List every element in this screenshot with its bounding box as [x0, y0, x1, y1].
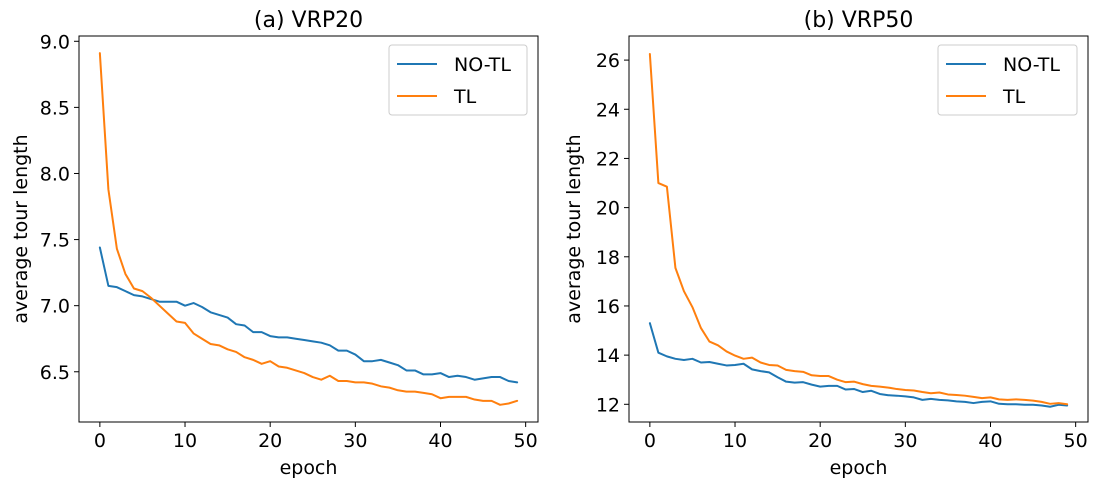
plot-area-frame: [628, 35, 1089, 423]
y-tick-label: 7.0: [40, 296, 70, 318]
chart-title: (b) VRP50: [804, 8, 914, 33]
x-tick-label: 40: [978, 430, 1002, 452]
tick-group: 0 10 20 30 40 50 12 14 16 18 20 22 24 26: [596, 50, 1088, 452]
y-tick-label: 18: [596, 247, 620, 269]
y-tick-label: 8.5: [40, 97, 70, 119]
y-tick-label: 24: [596, 99, 620, 121]
y-tick-label: 22: [596, 148, 620, 170]
y-tick-label: 7.5: [40, 230, 70, 252]
y-tick-label: 8.0: [40, 163, 70, 185]
y-tick-label: 14: [596, 345, 620, 367]
x-tick-label: 10: [173, 430, 197, 452]
y-tick-label: 20: [596, 198, 620, 220]
y-tick-label: 16: [596, 296, 620, 318]
tick-group: 0 10 20 30 40 50 6.5 7.0 7.5 8.0 8.5 9.0: [40, 31, 538, 452]
series-group: [98, 52, 519, 406]
x-tick-label: 20: [258, 430, 282, 452]
legend-label-tl: TL: [1002, 86, 1026, 108]
legend: NO-TL TL: [388, 44, 528, 116]
x-tick-label: 40: [428, 430, 452, 452]
legend-box: [388, 44, 528, 116]
panel-vrp50: (b) VRP50 epoch average tour length 0 10 2…: [563, 8, 1089, 479]
plot-area-frame: [78, 35, 539, 423]
y-axis-label: average tour length: [563, 134, 585, 323]
y-tick-label: 12: [596, 394, 620, 416]
legend-label-tl: TL: [453, 86, 477, 108]
x-axis-label: epoch: [830, 457, 888, 479]
x-tick-label: 50: [1064, 430, 1088, 452]
x-tick-label: 0: [94, 430, 106, 452]
legend-label-no-tl: NO-TL: [454, 54, 511, 76]
legend-box: [937, 44, 1078, 116]
panel-vrp20: (a) VRP20 epoch average tour length 0 10 2…: [10, 8, 539, 479]
x-axis-label: epoch: [280, 457, 338, 479]
series-line-no-tl: [648, 322, 1069, 408]
x-tick-label: 0: [644, 430, 656, 452]
y-axis-label: average tour length: [10, 134, 32, 323]
x-tick-label: 30: [343, 430, 367, 452]
x-tick-label: 20: [808, 430, 832, 452]
y-tick-label: 6.5: [40, 362, 70, 384]
series-line-tl: [98, 52, 519, 406]
series-group: [648, 52, 1069, 408]
series-line-no-tl: [98, 246, 519, 384]
x-tick-label: 30: [893, 430, 917, 452]
x-tick-label: 50: [514, 430, 538, 452]
y-tick-label: 9.0: [40, 31, 70, 53]
chart-title: (a) VRP20: [254, 8, 363, 33]
legend: NO-TL TL: [937, 44, 1078, 116]
x-tick-label: 10: [723, 430, 747, 452]
series-line-tl: [648, 52, 1069, 406]
legend-label-no-tl: NO-TL: [1003, 54, 1060, 76]
y-tick-label: 26: [596, 50, 620, 72]
